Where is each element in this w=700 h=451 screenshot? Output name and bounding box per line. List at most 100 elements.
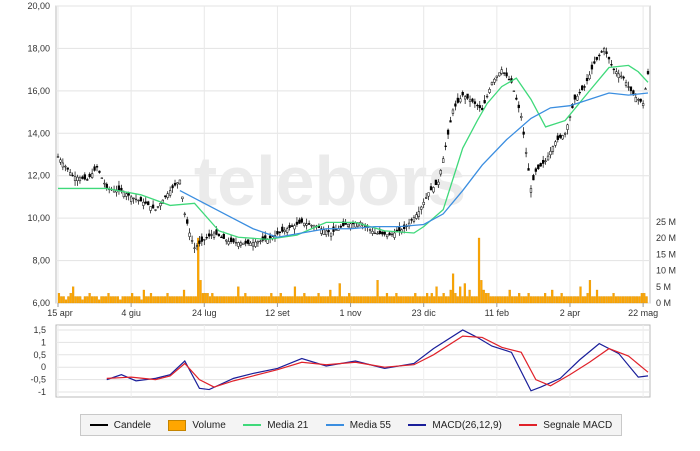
- volume-bar: [421, 296, 424, 304]
- volume-bar: [277, 296, 280, 304]
- volume-bar: [558, 296, 561, 304]
- legend-label: Volume: [192, 419, 226, 431]
- volume-bar: [482, 289, 485, 304]
- legend-item-media-55[interactable]: Media 55: [325, 420, 391, 431]
- candle-body: [200, 236, 203, 242]
- candle-body: [446, 129, 450, 135]
- candle-swatch-icon: [89, 424, 108, 426]
- volume-bar: [329, 289, 332, 304]
- volume-bar: [487, 293, 490, 304]
- candle-body: [554, 141, 557, 146]
- volume-bar: [355, 296, 358, 304]
- candle-body: [503, 72, 506, 74]
- volume-bar: [426, 293, 429, 304]
- candle-body: [417, 211, 420, 217]
- volume-bar: [395, 293, 398, 304]
- volume-bar: [114, 296, 117, 304]
- legend-item-segnale-macd[interactable]: Segnale MACD: [519, 420, 612, 431]
- legend-item-candele[interactable]: Candele: [89, 420, 151, 431]
- volume-bar: [211, 293, 214, 304]
- candle-body: [122, 191, 125, 197]
- volume-bar: [140, 299, 143, 304]
- volume-bar: [359, 296, 363, 304]
- candle-body: [276, 231, 279, 235]
- volume-bar: [418, 296, 422, 304]
- volume-bar: [249, 296, 252, 304]
- volume-bar: [258, 296, 261, 304]
- volume-bar: [135, 296, 138, 304]
- volume-bar: [617, 296, 620, 304]
- candle-body: [278, 231, 282, 233]
- volume-bar: [133, 296, 136, 304]
- volume-bar: [345, 296, 348, 304]
- candle-body: [176, 182, 179, 185]
- legend-item-media-21[interactable]: Media 21: [243, 420, 308, 431]
- volume-bar: [551, 289, 554, 304]
- volume-bar: [116, 296, 120, 304]
- volume-bar: [76, 296, 79, 304]
- candle-body: [283, 229, 286, 232]
- volume-bar: [633, 296, 636, 304]
- candle-body: [593, 61, 596, 64]
- volume-bar: [182, 289, 186, 304]
- volume-bar: [265, 296, 268, 304]
- price-tick-label: 12,00: [27, 171, 50, 181]
- candle-body: [588, 74, 591, 80]
- candle-body: [634, 96, 637, 103]
- candle-body: [500, 69, 503, 74]
- candle-body: [612, 68, 616, 71]
- volume-bar: [88, 293, 91, 304]
- volume-bar: [508, 289, 511, 304]
- candle-body: [71, 174, 74, 177]
- candle-body: [69, 172, 72, 176]
- candle-body: [537, 164, 540, 170]
- legend-item-macd[interactable]: MACD(26,12,9): [408, 420, 502, 431]
- candle-body: [512, 90, 516, 92]
- candle-body: [222, 234, 225, 239]
- volume-bar: [518, 293, 521, 304]
- candle-body: [249, 242, 252, 246]
- volume-tick-label: 15 M: [656, 249, 676, 259]
- volume-bar: [626, 296, 629, 304]
- macd-swatch-icon: [408, 424, 427, 426]
- volume-bar: [388, 296, 391, 304]
- volume-bar: [624, 296, 627, 304]
- volume-bar: [595, 289, 599, 304]
- candle-body: [66, 167, 69, 170]
- candle-body: [193, 247, 196, 249]
- candle-body: [247, 239, 250, 244]
- volume-bar: [164, 296, 167, 304]
- volume-bar: [83, 296, 86, 304]
- volume-bar: [451, 273, 455, 304]
- volume-bar: [159, 296, 162, 304]
- volume-bar: [598, 296, 601, 304]
- legend-item-volume[interactable]: Volume: [168, 419, 226, 431]
- candle-body: [524, 152, 528, 154]
- volume-bar: [225, 296, 228, 304]
- volume-bar: [499, 296, 502, 304]
- candle-body: [637, 99, 640, 101]
- candle-body: [546, 155, 550, 161]
- volume-bar: [300, 296, 304, 304]
- volume-bar: [138, 296, 141, 304]
- volume-bar: [86, 296, 89, 304]
- volume-bar: [416, 296, 419, 304]
- candle-body: [325, 230, 328, 236]
- candle-body: [186, 219, 189, 224]
- candle-body: [225, 239, 228, 242]
- candle-body: [578, 91, 581, 94]
- candle-body: [137, 199, 140, 202]
- candle-body: [239, 242, 243, 246]
- volume-bar: [246, 296, 249, 304]
- candle-body: [147, 201, 150, 206]
- volume-bar: [548, 296, 551, 304]
- volume-bar: [152, 296, 155, 304]
- volume-bar: [485, 293, 488, 304]
- candle-body: [300, 218, 303, 223]
- volume-bar: [234, 296, 238, 304]
- candle-body: [322, 229, 325, 235]
- candle-body: [183, 213, 186, 215]
- volume-bar: [237, 286, 240, 304]
- candle-body: [439, 170, 442, 175]
- volume-bar: [206, 293, 209, 304]
